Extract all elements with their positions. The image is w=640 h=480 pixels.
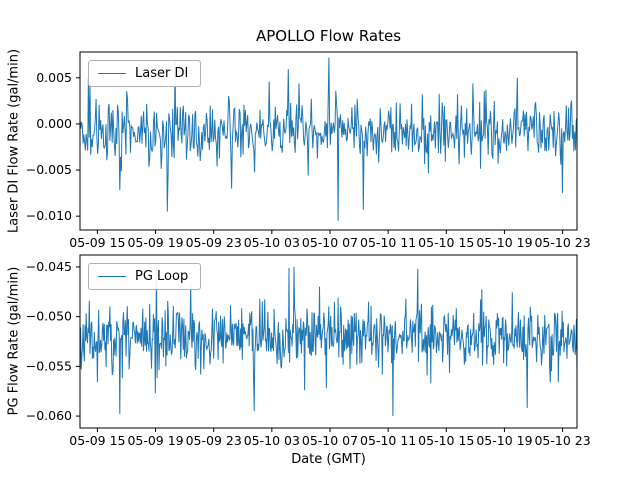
svg-text:05-09 15: 05-09 15 bbox=[69, 235, 125, 250]
svg-text:05-10 19: 05-10 19 bbox=[476, 433, 532, 448]
svg-text:05-10 07: 05-10 07 bbox=[302, 433, 358, 448]
svg-text:05-09 23: 05-09 23 bbox=[186, 235, 242, 250]
svg-text:05-09 19: 05-09 19 bbox=[127, 235, 183, 250]
chart-title: APOLLO Flow Rates bbox=[255, 27, 402, 45]
svg-text:05-10 15: 05-10 15 bbox=[418, 235, 474, 250]
legend-label: Laser DI bbox=[135, 66, 189, 81]
legend-line-sample-icon bbox=[98, 276, 126, 277]
svg-text:05-10 03: 05-10 03 bbox=[244, 433, 300, 448]
svg-text:05-10 15: 05-10 15 bbox=[418, 433, 474, 448]
ylabel-pg-loop: PG Flow Rate (gal/min) bbox=[6, 266, 22, 416]
svg-text:05-09 23: 05-09 23 bbox=[186, 433, 242, 448]
legend-pg-loop: PG Loop bbox=[88, 263, 202, 290]
svg-text:05-10 11: 05-10 11 bbox=[360, 235, 416, 250]
legend-line-sample-icon bbox=[98, 73, 126, 74]
svg-text:05-10 23: 05-10 23 bbox=[534, 235, 590, 250]
legend-laser-di: Laser DI bbox=[88, 60, 202, 87]
svg-text:05-10 23: 05-10 23 bbox=[534, 433, 590, 448]
svg-text:−0.055: −0.055 bbox=[26, 358, 72, 373]
legend-label: PG Loop bbox=[135, 269, 189, 284]
svg-text:−0.045: −0.045 bbox=[26, 259, 72, 274]
svg-text:05-10 19: 05-10 19 bbox=[476, 235, 532, 250]
xlabel: Date (GMT) bbox=[291, 452, 366, 467]
ylabel-laser-di: Laser DI Flow Rate (gal/min) bbox=[6, 48, 22, 234]
svg-text:05-09 15: 05-09 15 bbox=[69, 433, 125, 448]
svg-text:−0.010: −0.010 bbox=[26, 208, 72, 223]
svg-text:0.005: 0.005 bbox=[36, 70, 72, 85]
svg-text:0.000: 0.000 bbox=[36, 116, 72, 131]
svg-text:05-10 11: 05-10 11 bbox=[360, 433, 416, 448]
svg-text:−0.050: −0.050 bbox=[26, 309, 72, 324]
svg-text:−0.005: −0.005 bbox=[26, 162, 72, 177]
svg-text:05-10 07: 05-10 07 bbox=[302, 235, 358, 250]
svg-text:05-10 03: 05-10 03 bbox=[244, 235, 300, 250]
svg-text:−0.060: −0.060 bbox=[26, 408, 72, 423]
svg-text:05-09 19: 05-09 19 bbox=[127, 433, 183, 448]
